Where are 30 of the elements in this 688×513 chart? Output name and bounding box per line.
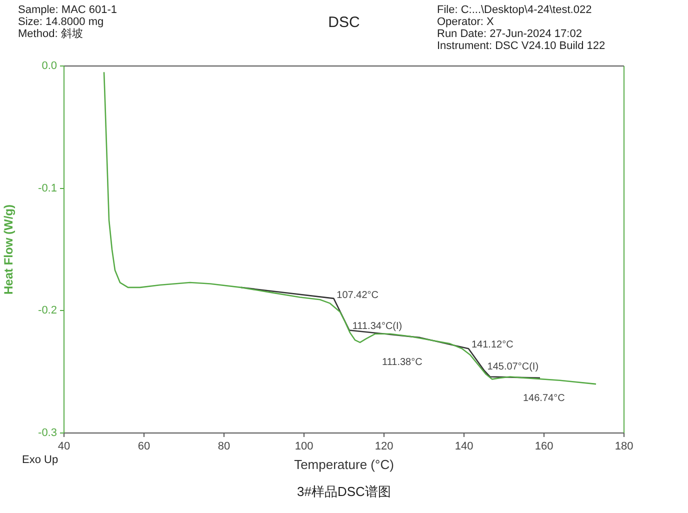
x-tick-label: 120	[374, 440, 394, 453]
x-tick-label: 160	[534, 440, 554, 453]
annotation: 145.07°C(I)	[487, 361, 539, 372]
text: Exo Up	[22, 454, 58, 466]
y-tick-label: 0.0	[42, 60, 57, 72]
annotation: 111.38°C	[382, 357, 422, 369]
text: Method: 斜坡	[18, 28, 83, 40]
text: Run Date: 27-Jun-2024 17:02	[437, 28, 582, 40]
text: Operator: X	[437, 16, 494, 28]
text: Size: 14.8000 mg	[18, 16, 104, 28]
annotation: 107.42°C	[336, 290, 378, 301]
text: File: C:...\Desktop\4-24\test.022	[437, 4, 592, 16]
annotation: 141.12°C	[471, 339, 514, 350]
y-axis-title: Heat Flow (W/g)	[2, 204, 16, 294]
text: 3#样品DSC谱图	[296, 484, 392, 499]
y-tick-label: -0.1	[38, 182, 57, 194]
x-tick-label: 180	[614, 440, 634, 453]
y-tick-label: -0.3	[38, 427, 57, 440]
x-axis-title: Temperature (°C)	[294, 456, 394, 472]
x-tick-label: 80	[218, 440, 230, 453]
annotation: 146.74°C	[523, 393, 565, 405]
x-tick-label: 100	[294, 440, 314, 453]
text: Sample: MAC 601-1	[18, 4, 118, 16]
x-tick-label: 140	[454, 440, 474, 453]
x-tick-label: 60	[138, 440, 150, 453]
x-tick-label: 40	[58, 440, 70, 453]
text: Instrument: DSC V24.10 Build 122	[437, 40, 606, 52]
annotation: 111.34°C(I)	[352, 320, 402, 332]
y-tick-label: -0.2	[38, 304, 57, 317]
chart-title: DSC	[328, 14, 360, 31]
